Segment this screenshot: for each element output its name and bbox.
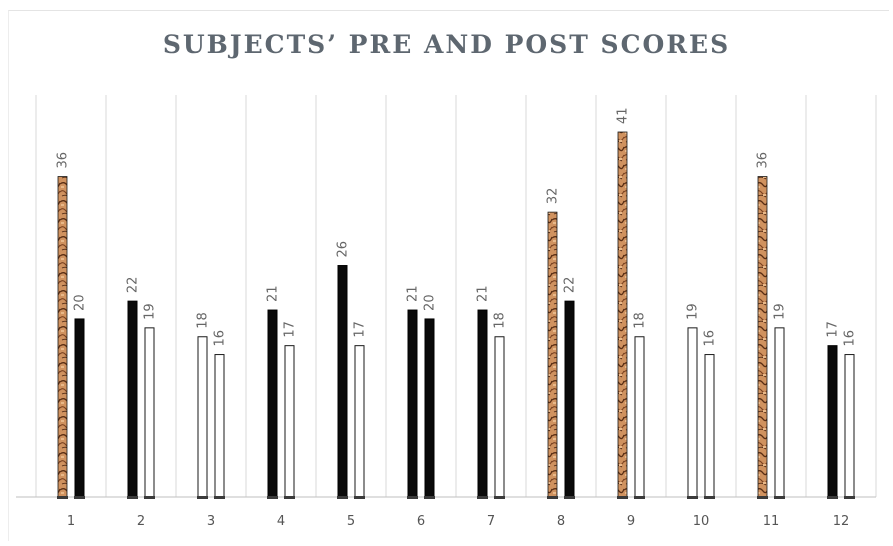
x-tick-label: 7 — [487, 514, 495, 529]
bar — [827, 345, 838, 498]
x-tick-label: 10 — [693, 514, 710, 529]
x-tick-label: 11 — [763, 514, 780, 529]
data-label: 17 — [353, 321, 368, 338]
bar — [424, 318, 435, 498]
data-label: 41 — [616, 107, 631, 124]
bar — [214, 354, 225, 498]
data-label: 22 — [563, 277, 578, 294]
x-tick-label: 9 — [627, 514, 635, 529]
x-tick-label: 8 — [557, 514, 565, 529]
data-label: 19 — [773, 303, 788, 320]
bar-base — [564, 496, 575, 499]
bar-base — [757, 496, 768, 499]
data-label: 16 — [213, 330, 228, 347]
bar-base — [284, 496, 295, 499]
bar-base — [74, 496, 85, 499]
x-tick-label: 2 — [137, 514, 145, 529]
bar-base — [424, 496, 435, 499]
chart-title: SUBJECTS’ PRE AND POST SCORES — [162, 30, 731, 59]
data-label: 16 — [843, 330, 858, 347]
bar-base — [197, 496, 208, 499]
data-label: 21 — [476, 286, 491, 303]
data-label: 32 — [546, 188, 561, 205]
data-label: 21 — [406, 286, 421, 303]
data-label: 18 — [196, 312, 211, 329]
data-label: 19 — [686, 303, 701, 320]
bar-base — [144, 496, 155, 499]
bar-base — [827, 496, 838, 499]
data-label: 16 — [703, 330, 718, 347]
data-label: 20 — [73, 294, 88, 311]
bar — [494, 336, 505, 498]
bar — [844, 354, 855, 498]
bar — [57, 176, 68, 498]
bar-base — [214, 496, 225, 499]
bar-base — [687, 496, 698, 499]
bar — [197, 336, 208, 498]
bar — [704, 354, 715, 498]
x-tick-label: 4 — [277, 514, 285, 529]
bar-base — [494, 496, 505, 499]
bar — [687, 327, 698, 498]
bar — [757, 176, 768, 498]
bar-base — [477, 496, 488, 499]
bar — [617, 131, 628, 498]
bar-base — [844, 496, 855, 499]
bar — [564, 300, 575, 498]
data-label: 21 — [266, 286, 281, 303]
bar-base — [267, 496, 278, 499]
bar — [477, 309, 488, 498]
data-label: 20 — [423, 294, 438, 311]
data-label: 17 — [283, 321, 298, 338]
data-label: 18 — [633, 312, 648, 329]
bar-base — [337, 496, 348, 499]
x-tick-label: 12 — [833, 514, 850, 529]
bar — [267, 309, 278, 498]
data-label: 22 — [126, 277, 141, 294]
bar-base — [127, 496, 138, 499]
bar-base — [354, 496, 365, 499]
bar-base — [57, 496, 68, 499]
data-label: 36 — [56, 152, 71, 169]
bar-base — [704, 496, 715, 499]
bar-base — [774, 496, 785, 499]
chart-frame — [8, 10, 889, 541]
bar — [407, 309, 418, 498]
bar — [337, 265, 348, 498]
x-tick-label: 6 — [417, 514, 425, 529]
bar — [144, 327, 155, 498]
x-tick-label: 1 — [67, 514, 75, 529]
bar — [354, 345, 365, 498]
data-label: 19 — [143, 303, 158, 320]
data-label: 18 — [493, 312, 508, 329]
data-label: 26 — [336, 241, 351, 258]
bar-base — [547, 496, 558, 499]
x-tick-label: 3 — [207, 514, 215, 529]
bar — [74, 318, 85, 498]
bar-base — [634, 496, 645, 499]
data-label: 17 — [826, 321, 841, 338]
bar-base — [407, 496, 418, 499]
bar — [127, 300, 138, 498]
bar — [634, 336, 645, 498]
bar — [774, 327, 785, 498]
bar — [284, 345, 295, 498]
data-label: 36 — [756, 152, 771, 169]
bar — [547, 211, 558, 498]
bar-base — [617, 496, 628, 499]
x-tick-label: 5 — [347, 514, 355, 529]
